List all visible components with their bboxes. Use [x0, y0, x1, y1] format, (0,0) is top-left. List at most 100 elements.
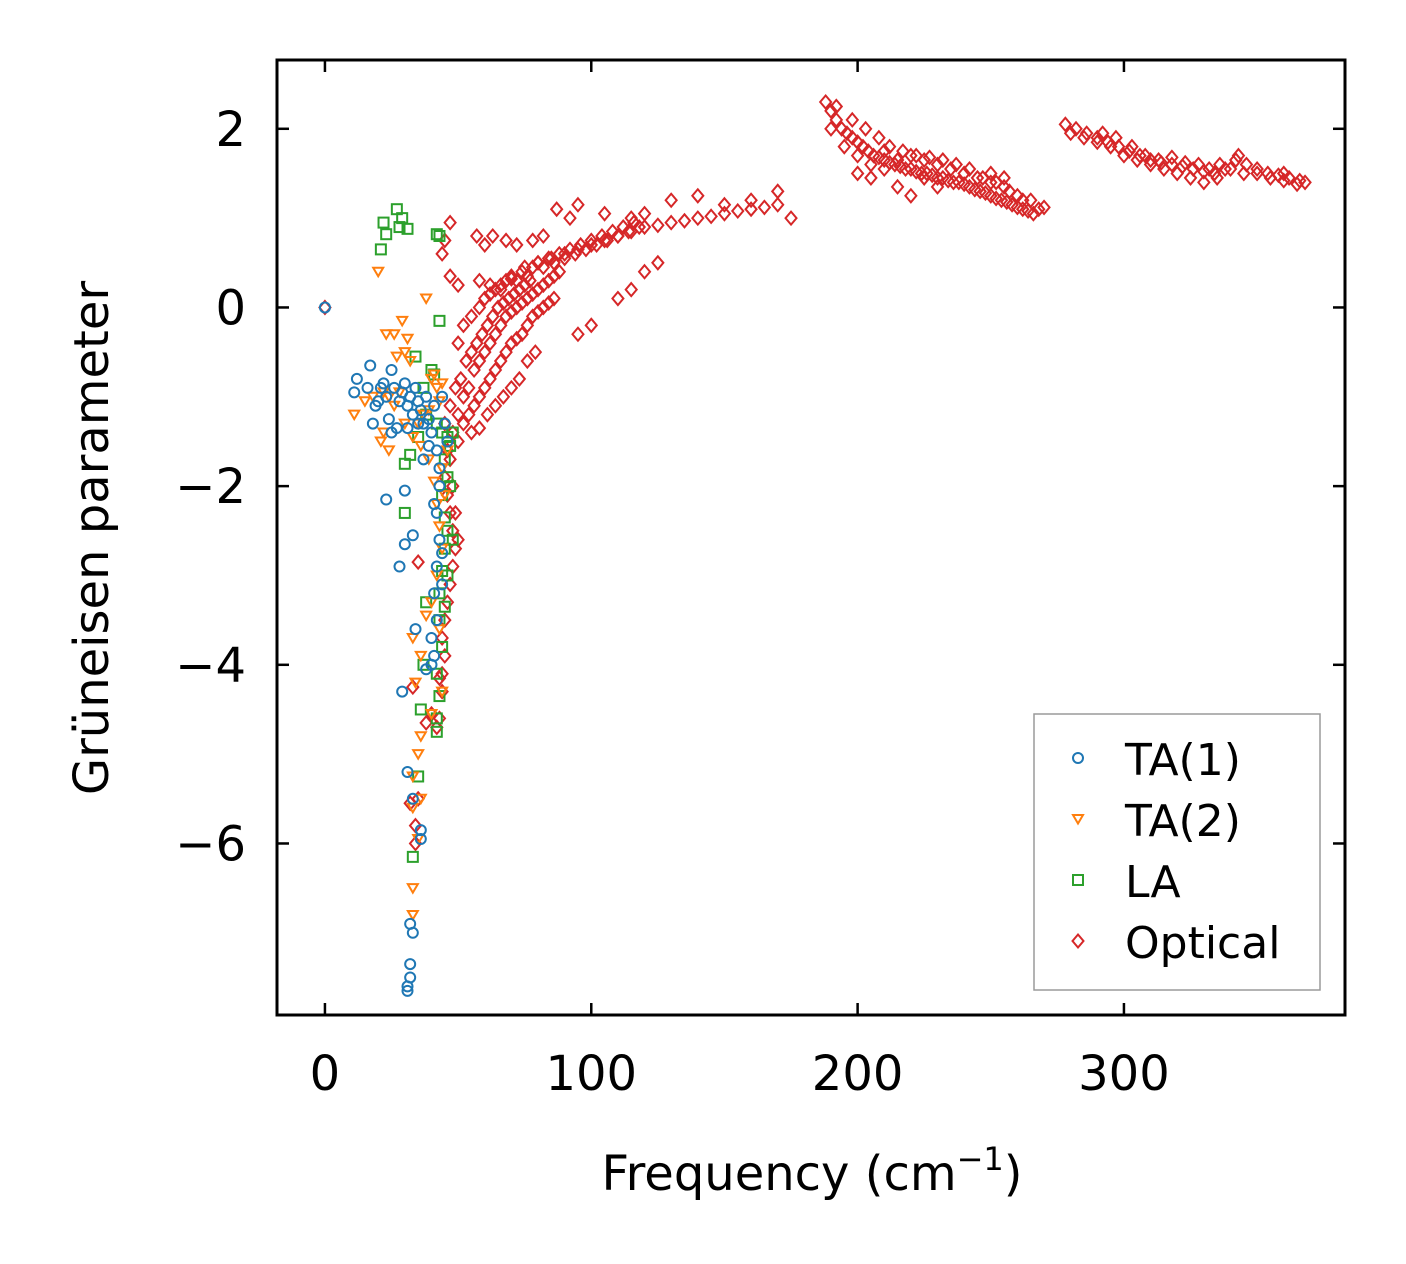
data-point: [829, 98, 844, 115]
data-point: [435, 686, 449, 699]
data-point: [488, 326, 503, 343]
data-point: [433, 314, 446, 327]
data-point: [382, 413, 395, 426]
data-point: [845, 111, 860, 128]
data-point: [547, 290, 561, 307]
data-point: [563, 210, 577, 227]
legend-markers: [1071, 752, 1085, 950]
data-point: [430, 560, 443, 573]
data-point: [446, 426, 459, 439]
data-point: [436, 640, 449, 653]
data-point: [1077, 129, 1091, 146]
data-point: [1263, 169, 1278, 186]
data-point: [456, 388, 471, 405]
data-point: [448, 379, 463, 396]
data-point: [441, 569, 454, 582]
data-point: [536, 299, 551, 316]
data-point: [512, 281, 527, 298]
data-point: [472, 353, 487, 370]
data-point: [858, 120, 873, 137]
data-point: [579, 241, 593, 258]
data-point: [1202, 160, 1216, 178]
data-point: [477, 290, 492, 307]
data-point: [1231, 147, 1246, 164]
data-point: [406, 850, 419, 863]
data-point: [557, 250, 572, 267]
data-point: [1031, 201, 1046, 218]
data-point: [499, 232, 513, 249]
data-point: [552, 245, 567, 262]
data-point: [1210, 169, 1224, 186]
data-point: [428, 497, 441, 510]
data-point: [436, 547, 449, 560]
data-point: [456, 317, 471, 334]
data-point: [433, 229, 446, 242]
x-axis-label-end: ): [1004, 1146, 1023, 1202]
data-point: [946, 174, 961, 191]
data-point: [1058, 116, 1073, 133]
data-point: [547, 268, 561, 285]
data-point: [488, 361, 503, 379]
data-point: [501, 290, 516, 307]
data-point: [611, 290, 625, 307]
data-point: [385, 426, 398, 439]
series-optical: [318, 93, 1312, 852]
data-point: [430, 667, 443, 680]
data-point: [584, 317, 599, 334]
data-point: [834, 120, 849, 137]
data-point: [404, 958, 417, 971]
data-point: [435, 378, 449, 390]
data-point: [414, 833, 427, 846]
data-point: [433, 533, 446, 546]
data-point: [443, 268, 457, 285]
data-point: [515, 294, 529, 312]
data-point: [1218, 160, 1232, 178]
data-point: [651, 254, 665, 271]
data-point: [690, 187, 705, 204]
data-point: [1125, 138, 1139, 155]
legend-marker: [1072, 752, 1084, 764]
data-point: [512, 370, 527, 387]
data-point: [390, 351, 404, 364]
data-point: [1090, 129, 1105, 146]
data-point: [499, 344, 513, 361]
data-point: [419, 714, 433, 731]
data-point: [571, 196, 585, 213]
data-point: [1015, 192, 1030, 209]
data-point: [461, 379, 476, 396]
data-point: [597, 232, 612, 249]
data-point: [1178, 154, 1193, 171]
data-point: [1250, 160, 1264, 178]
legend-marker: [1071, 932, 1085, 950]
data-point: [440, 487, 455, 504]
data-point: [406, 909, 420, 922]
data-point: [730, 202, 745, 220]
data-point: [433, 480, 446, 493]
data-point: [403, 795, 417, 812]
data-point: [483, 335, 497, 352]
data-point: [1037, 199, 1051, 216]
data-point: [1090, 134, 1105, 151]
data-point: [829, 111, 844, 128]
data-point: [318, 301, 331, 314]
data-point: [404, 448, 417, 461]
data-point: [664, 214, 678, 231]
data-point: [1069, 120, 1083, 137]
data-point: [882, 138, 897, 155]
data-point: [411, 749, 425, 761]
data-point: [435, 629, 449, 647]
data-point: [469, 227, 484, 245]
data-point: [1223, 160, 1238, 178]
data-point: [528, 344, 543, 361]
data-point: [997, 169, 1011, 186]
data-point: [597, 205, 612, 222]
data-point: [1117, 147, 1131, 164]
data-point: [451, 433, 465, 450]
data-point: [379, 329, 393, 341]
data-point: [477, 344, 492, 361]
data-point: [922, 149, 937, 166]
data-point: [364, 359, 377, 372]
data-point: [717, 205, 732, 222]
data-point: [536, 277, 551, 294]
data-point: [611, 227, 625, 245]
